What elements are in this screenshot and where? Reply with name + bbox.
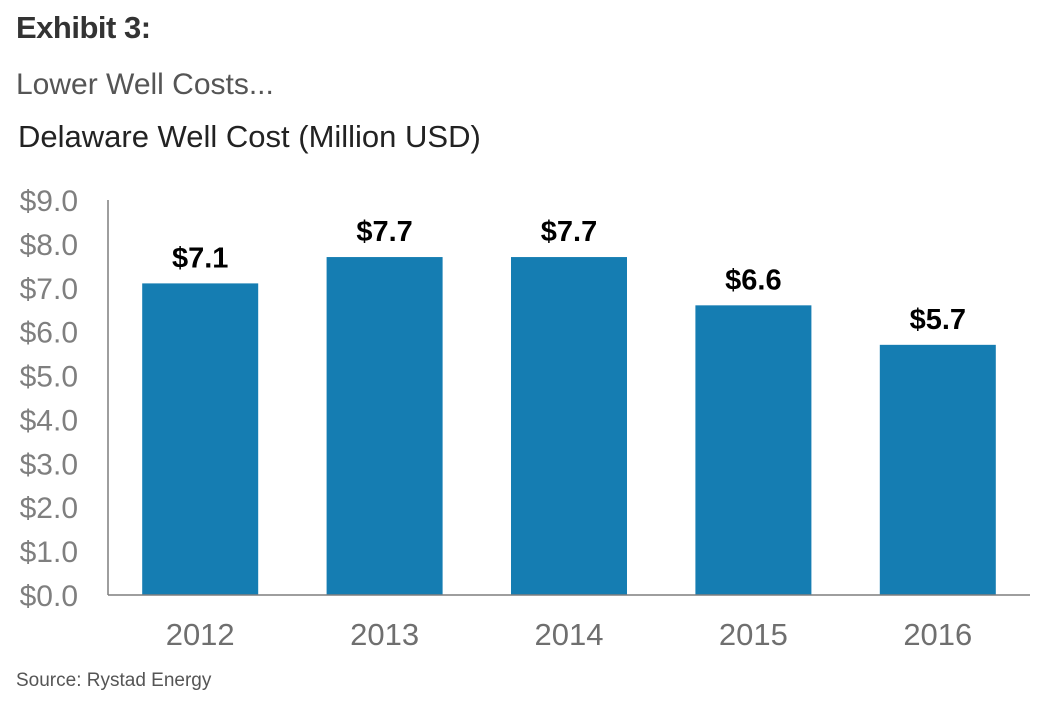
y-tick-label: $3.0: [20, 448, 78, 481]
x-category-label: 2012: [166, 617, 235, 652]
y-tick-label: $4.0: [20, 404, 78, 437]
x-category-label: 2016: [903, 617, 972, 652]
bar: [142, 283, 259, 595]
source-note: Source: Rystad Energy: [16, 670, 212, 691]
y-tick-label: $8.0: [20, 229, 78, 262]
x-axis-categories: 2012 2013 2014 2015 2016: [166, 617, 973, 652]
bar: [511, 257, 627, 595]
y-tick-label: $6.0: [20, 317, 78, 350]
y-axis-ticks: $0.0 $1.0 $2.0 $3.0 $4.0 $5.0 $6.0 $7.0 $8.0 $9.0: [20, 185, 78, 613]
data-label: $7.7: [356, 216, 412, 248]
data-label: $5.7: [910, 304, 966, 336]
x-category-label: 2013: [350, 617, 419, 652]
data-label: $6.6: [725, 264, 781, 296]
data-label: $7.1: [172, 242, 228, 274]
y-tick-label: $7.0: [20, 273, 78, 306]
y-tick-label: $1.0: [20, 536, 78, 569]
page-subtitle: Lower Well Costs...: [16, 68, 274, 101]
y-tick-label: $0.0: [20, 580, 78, 613]
y-tick-label: $9.0: [20, 185, 78, 218]
y-tick-label: $2.0: [20, 492, 78, 525]
exhibit-label: Exhibit 3:: [16, 10, 151, 45]
x-category-label: 2015: [719, 617, 788, 652]
x-category-label: 2014: [535, 617, 604, 652]
data-labels: $7.1 $7.7 $7.7 $6.6 $5.7: [172, 216, 966, 336]
bar: [326, 257, 443, 595]
bars: [142, 257, 996, 595]
y-tick-label: $5.0: [20, 361, 78, 394]
bar: [879, 344, 996, 595]
bar: [695, 305, 812, 595]
data-label: $7.7: [541, 216, 597, 248]
chart-title: Delaware Well Cost (Million USD): [18, 119, 481, 154]
